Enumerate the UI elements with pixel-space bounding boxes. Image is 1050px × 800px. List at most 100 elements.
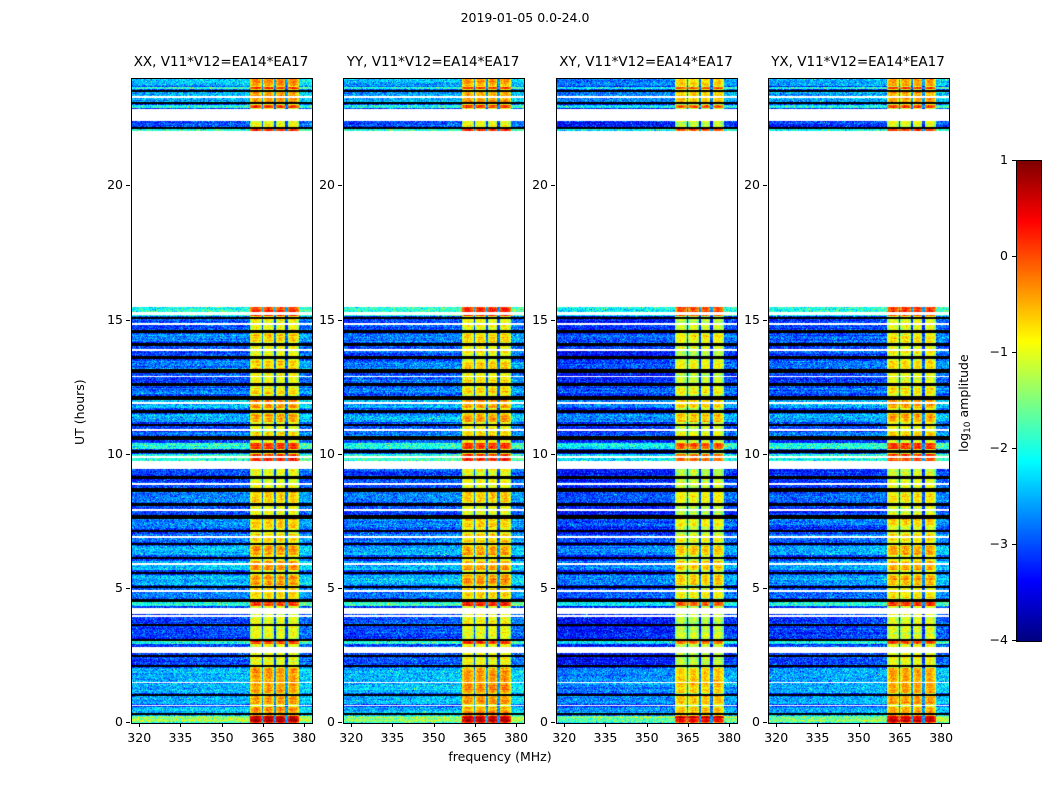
panel-title-xy: XY, V11*V12=EA14*EA17 [559,54,733,70]
y-axis-label: UT (hours) [72,379,87,445]
y-tick-mark [763,722,767,723]
y-tick-label: 0 [115,714,123,729]
x-tick-label: 335 [593,730,618,745]
colorbar-tick-mark [1012,448,1016,449]
colorbar-tick-label: −3 [989,536,1008,551]
x-tick-label: 365 [675,730,700,745]
x-tick-mark [475,723,476,727]
panel-title-yy: YY, V11*V12=EA14*EA17 [346,54,520,70]
x-tick-mark [516,723,517,727]
x-tick-mark [941,723,942,727]
y-tick-label: 10 [319,446,335,461]
y-tick-label: 15 [744,312,760,327]
x-tick-label: 380 [717,730,742,745]
y-tick-label: 10 [107,446,123,461]
x-tick-label: 335 [168,730,193,745]
y-tick-mark [126,722,130,723]
x-tick-label: 365 [887,730,912,745]
x-axis-label: frequency (MHz) [448,749,552,764]
y-tick-label: 15 [319,312,335,327]
waterfall-panel-yx[interactable] [768,78,950,724]
x-tick-label: 320 [339,730,364,745]
x-tick-label: 320 [127,730,152,745]
y-tick-mark [338,454,342,455]
x-tick-label: 350 [846,730,871,745]
x-tick-mark [434,723,435,727]
waterfall-image-yx [769,79,949,723]
y-tick-mark [551,454,555,455]
x-tick-mark [605,723,606,727]
x-tick-mark [900,723,901,727]
x-tick-mark [222,723,223,727]
y-tick-mark [763,588,767,589]
x-tick-label: 335 [805,730,830,745]
x-tick-mark [304,723,305,727]
x-tick-label: 350 [634,730,659,745]
y-tick-label: 20 [319,177,335,192]
colorbar-gradient [1016,160,1042,642]
waterfall-image-xx [132,79,312,723]
colorbar-tick-label: −2 [989,440,1008,455]
y-tick-mark [126,588,130,589]
y-tick-mark [551,185,555,186]
colorbar-tick-label: 1 [1000,152,1008,167]
colorbar-label: log10 amplitude [956,354,973,452]
x-tick-mark [688,723,689,727]
y-tick-label: 0 [327,714,335,729]
x-tick-mark [817,723,818,727]
colorbar-tick-label: −4 [989,632,1008,647]
colorbar-tick-mark [1012,352,1016,353]
x-tick-mark [776,723,777,727]
y-tick-label: 10 [532,446,548,461]
waterfall-image-xy [557,79,737,723]
x-tick-label: 380 [292,730,317,745]
waterfall-panel-xy[interactable] [556,78,738,724]
panel-title-yx: YX, V11*V12=EA14*EA17 [771,54,945,70]
colorbar-tick-mark [1012,640,1016,641]
y-tick-label: 20 [744,177,760,192]
y-tick-mark [338,588,342,589]
waterfall-panel-yy[interactable] [343,78,525,724]
y-tick-mark [126,320,130,321]
x-tick-label: 320 [764,730,789,745]
x-tick-label: 350 [421,730,446,745]
colorbar-label-tail: amplitude [956,354,971,422]
colorbar [1016,160,1042,642]
y-tick-mark [763,454,767,455]
y-tick-mark [763,320,767,321]
x-tick-mark [180,723,181,727]
x-tick-mark [263,723,264,727]
waterfall-image-yy [344,79,524,723]
y-tick-label: 5 [752,580,760,595]
y-tick-label: 20 [107,177,123,192]
y-tick-mark [338,722,342,723]
y-tick-mark [338,320,342,321]
colorbar-tick-mark [1012,160,1016,161]
y-tick-mark [126,454,130,455]
x-tick-mark [647,723,648,727]
colorbar-tick-label: −1 [989,344,1008,359]
x-tick-mark [139,723,140,727]
y-tick-label: 0 [752,714,760,729]
colorbar-label-subscript: 10 [962,421,973,433]
y-tick-label: 15 [532,312,548,327]
waterfall-panel-xx[interactable] [131,78,313,724]
x-tick-mark [392,723,393,727]
y-tick-label: 0 [540,714,548,729]
y-tick-mark [763,185,767,186]
x-tick-label: 335 [380,730,405,745]
y-tick-label: 5 [327,580,335,595]
y-tick-label: 5 [540,580,548,595]
x-tick-mark [729,723,730,727]
x-tick-label: 365 [462,730,487,745]
y-tick-mark [338,185,342,186]
y-tick-mark [551,588,555,589]
y-tick-label: 20 [532,177,548,192]
x-tick-label: 365 [250,730,275,745]
x-tick-label: 380 [504,730,529,745]
x-tick-mark [564,723,565,727]
x-tick-mark [351,723,352,727]
colorbar-label-base: log [956,432,971,452]
colorbar-tick-mark [1012,544,1016,545]
